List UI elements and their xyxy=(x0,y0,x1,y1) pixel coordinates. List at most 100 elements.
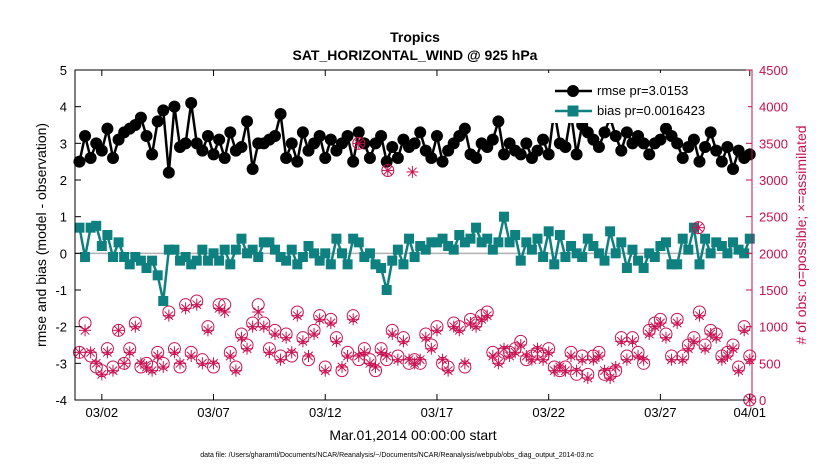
bias-point xyxy=(739,248,750,259)
rmse-point xyxy=(134,111,147,124)
outlier-assimilated-point xyxy=(352,137,365,150)
assimilated-obs-point xyxy=(609,361,622,373)
assimilated-obs-point xyxy=(246,320,259,333)
right-tick-label: 2500 xyxy=(759,210,788,225)
assimilated-obs-point xyxy=(447,320,460,333)
bias-point xyxy=(281,255,292,266)
observation-count-markers xyxy=(72,294,757,384)
bias-point xyxy=(214,255,225,266)
bias-point xyxy=(180,252,191,262)
bias-point xyxy=(269,244,280,255)
assimilated-obs-point xyxy=(699,342,712,355)
assimilated-obs-point xyxy=(79,324,92,337)
rmse-point xyxy=(246,163,259,175)
assimilated-obs-point xyxy=(727,342,740,355)
assimilated-obs-point xyxy=(358,346,371,359)
rmse-point xyxy=(207,148,220,161)
assimilated-obs-point xyxy=(643,328,656,340)
assimilated-obs-point xyxy=(537,353,550,366)
bias-point xyxy=(286,244,297,255)
legend-bias-marker xyxy=(567,105,579,117)
bias-point xyxy=(504,237,515,248)
assimilated-obs-point xyxy=(302,350,315,362)
assimilated-obs-point xyxy=(162,309,175,322)
assimilated-obs-point xyxy=(659,331,672,344)
bias-point xyxy=(320,248,331,259)
bias-point xyxy=(141,263,152,273)
rmse-point xyxy=(140,130,153,142)
bias-point xyxy=(443,241,454,251)
assimilated-obs-point xyxy=(587,353,600,366)
bias-point xyxy=(253,252,264,262)
assimilated-obs-point xyxy=(486,350,499,362)
left-axis-ticks: -4 -3 -2 -1 0 1 2 3 4 5 xyxy=(55,63,81,408)
right-tick-label: 3000 xyxy=(759,173,788,188)
assimilated-obs-point xyxy=(509,346,522,359)
bias-point xyxy=(633,255,644,266)
assimilated-obs-point xyxy=(475,313,488,326)
assimilated-obs-point xyxy=(632,350,645,362)
bias-point xyxy=(694,259,705,270)
right-tick-label: 2000 xyxy=(759,246,788,261)
x-tick-label: 04/01 xyxy=(733,405,766,420)
bias-point xyxy=(728,237,739,248)
x-tick-label: 03/02 xyxy=(86,405,119,420)
bias-point xyxy=(152,270,163,281)
bias-point xyxy=(722,248,733,259)
rmse-point xyxy=(101,122,114,135)
left-tick-label: 4 xyxy=(60,100,67,115)
rmse-point xyxy=(285,137,298,150)
bias-point xyxy=(342,259,353,270)
bias-point xyxy=(370,259,381,270)
rmse-point xyxy=(347,155,360,168)
assimilated-obs-point xyxy=(229,364,242,377)
rmse-point xyxy=(391,152,404,164)
rmse-point xyxy=(319,152,332,164)
rmse-point xyxy=(352,126,365,139)
left-tick-label: 3 xyxy=(60,136,67,151)
bias-point xyxy=(498,211,509,222)
assimilated-obs-point xyxy=(715,353,728,366)
rmse-point xyxy=(79,130,92,142)
rmse-point xyxy=(693,155,706,168)
rmse-point xyxy=(514,148,527,161)
bias-point xyxy=(314,255,325,266)
rmse-point xyxy=(274,108,287,120)
bias-point xyxy=(191,255,202,266)
bias-point xyxy=(230,244,241,255)
bias-point xyxy=(404,233,415,244)
rmse-point xyxy=(687,133,700,146)
bias-point xyxy=(571,248,582,259)
bias-point xyxy=(532,233,543,244)
bias-point xyxy=(219,244,230,255)
rmse-point xyxy=(531,144,544,157)
rmse-point xyxy=(470,152,483,164)
rmse-point xyxy=(196,144,209,157)
outlier-assimilated-point xyxy=(692,221,705,234)
rmse-point xyxy=(425,152,438,164)
right-axis-ticks: 0 500 1000 1500 2000 2500 3000 3500 4000 4500 xyxy=(746,63,788,408)
rmse-point xyxy=(609,130,622,142)
bias-point xyxy=(359,252,370,262)
rmse-point xyxy=(179,137,192,150)
bias-point xyxy=(353,237,364,248)
bias-point xyxy=(242,248,253,259)
assimilated-obs-point xyxy=(341,350,354,362)
assimilated-obs-point xyxy=(470,320,483,333)
assimilated-obs-point xyxy=(157,361,170,373)
assimilated-obs-point xyxy=(531,342,544,355)
bias-point xyxy=(169,244,180,255)
assimilated-obs-point xyxy=(525,353,538,366)
bias-point xyxy=(566,241,577,251)
bias-point xyxy=(387,255,398,266)
rmse-point xyxy=(224,126,237,139)
assimilated-obs-point xyxy=(408,357,421,370)
bias-point xyxy=(247,244,258,255)
assimilated-obs-point xyxy=(84,346,97,359)
assimilated-obs-point xyxy=(375,346,388,359)
rmse-point xyxy=(570,148,583,161)
bias-point xyxy=(683,244,694,255)
rmse-point xyxy=(386,141,399,153)
bias-point xyxy=(437,233,448,244)
left-tick-label: -1 xyxy=(55,283,67,298)
